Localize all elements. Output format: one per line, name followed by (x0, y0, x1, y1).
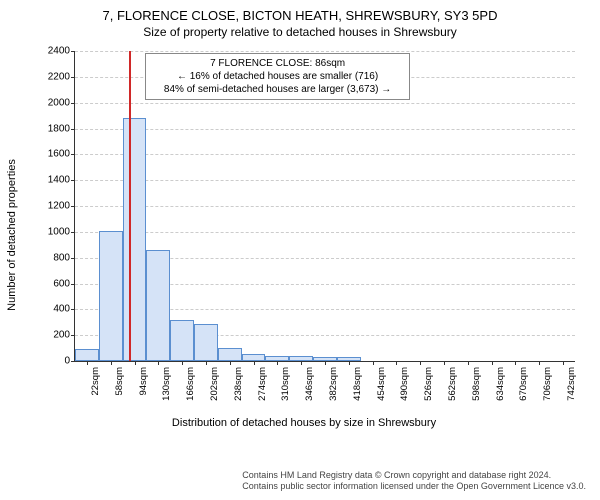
ytick-label: 1400 (48, 175, 75, 186)
ytick-label: 200 (53, 330, 75, 341)
ytick-label: 800 (53, 252, 75, 263)
xtick-label: 94sqm (138, 367, 149, 396)
grid-line (75, 232, 575, 233)
annotation-line: 7 FLORENCE CLOSE: 86sqm (152, 57, 403, 70)
grid-line (75, 51, 575, 52)
histogram-bar (146, 250, 170, 361)
histogram-bar (99, 231, 123, 361)
ytick-label: 1200 (48, 201, 75, 212)
ytick-label: 2400 (48, 46, 75, 57)
xtick-mark (254, 361, 255, 365)
xtick-label: 526sqm (423, 367, 434, 401)
xtick-mark (563, 361, 564, 365)
xtick-mark (539, 361, 540, 365)
xtick-label: 202sqm (209, 367, 220, 401)
ytick-label: 2200 (48, 71, 75, 82)
grid-line (75, 154, 575, 155)
grid-line (75, 206, 575, 207)
grid-line (75, 103, 575, 104)
xtick-mark (373, 361, 374, 365)
page-subtitle: Size of property relative to detached ho… (10, 25, 590, 39)
x-axis-label: Distribution of detached houses by size … (172, 417, 436, 429)
xtick-label: 490sqm (399, 367, 410, 401)
xtick-mark (230, 361, 231, 365)
xtick-mark (325, 361, 326, 365)
xtick-label: 562sqm (447, 367, 458, 401)
xtick-mark (396, 361, 397, 365)
histogram-bar (170, 320, 194, 361)
annotation-line: 84% of semi-detached houses are larger (… (152, 83, 403, 96)
xtick-mark (87, 361, 88, 365)
footer-line-2: Contains public sector information licen… (242, 481, 586, 492)
xtick-label: 598sqm (471, 367, 482, 401)
y-axis-label: Number of detached properties (6, 159, 18, 311)
xtick-mark (468, 361, 469, 365)
xtick-label: 130sqm (161, 367, 172, 401)
annotation-box: 7 FLORENCE CLOSE: 86sqm← 16% of detached… (145, 53, 410, 100)
xtick-label: 310sqm (280, 367, 291, 401)
histogram-bar (218, 348, 242, 361)
xtick-label: 238sqm (233, 367, 244, 401)
annotation-line: ← 16% of detached houses are smaller (71… (152, 70, 403, 83)
histogram-bar (242, 354, 266, 361)
xtick-mark (182, 361, 183, 365)
chart-area: Number of detached properties 0200400600… (24, 45, 584, 425)
marker-line (129, 51, 131, 361)
xtick-label: 58sqm (114, 367, 125, 396)
grid-line (75, 129, 575, 130)
footer-line-1: Contains HM Land Registry data © Crown c… (242, 470, 586, 481)
ytick-label: 2000 (48, 97, 75, 108)
xtick-label: 166sqm (185, 367, 196, 401)
histogram-bar (123, 118, 147, 361)
xtick-mark (206, 361, 207, 365)
xtick-label: 274sqm (257, 367, 268, 401)
ytick-label: 1800 (48, 123, 75, 134)
xtick-mark (515, 361, 516, 365)
xtick-label: 634sqm (495, 367, 506, 401)
xtick-label: 454sqm (376, 367, 387, 401)
ytick-label: 1000 (48, 226, 75, 237)
histogram-bar (194, 324, 218, 361)
xtick-mark (158, 361, 159, 365)
ytick-label: 400 (53, 304, 75, 315)
xtick-mark (492, 361, 493, 365)
xtick-mark (111, 361, 112, 365)
xtick-label: 670sqm (518, 367, 529, 401)
ytick-label: 600 (53, 278, 75, 289)
plot-canvas: 0200400600800100012001400160018002000220… (74, 51, 575, 362)
xtick-label: 382sqm (328, 367, 339, 401)
xtick-label: 22sqm (90, 367, 101, 396)
histogram-bar (75, 349, 99, 361)
page-title: 7, FLORENCE CLOSE, BICTON HEATH, SHREWSB… (10, 8, 590, 23)
xtick-label: 706sqm (542, 367, 553, 401)
xtick-mark (420, 361, 421, 365)
xtick-label: 742sqm (566, 367, 577, 401)
ytick-label: 0 (64, 356, 75, 367)
grid-line (75, 180, 575, 181)
xtick-mark (277, 361, 278, 365)
ytick-label: 1600 (48, 149, 75, 160)
xtick-mark (444, 361, 445, 365)
xtick-mark (349, 361, 350, 365)
xtick-mark (135, 361, 136, 365)
footer-attribution: Contains HM Land Registry data © Crown c… (242, 470, 586, 493)
xtick-label: 346sqm (304, 367, 315, 401)
xtick-mark (301, 361, 302, 365)
xtick-label: 418sqm (352, 367, 363, 401)
